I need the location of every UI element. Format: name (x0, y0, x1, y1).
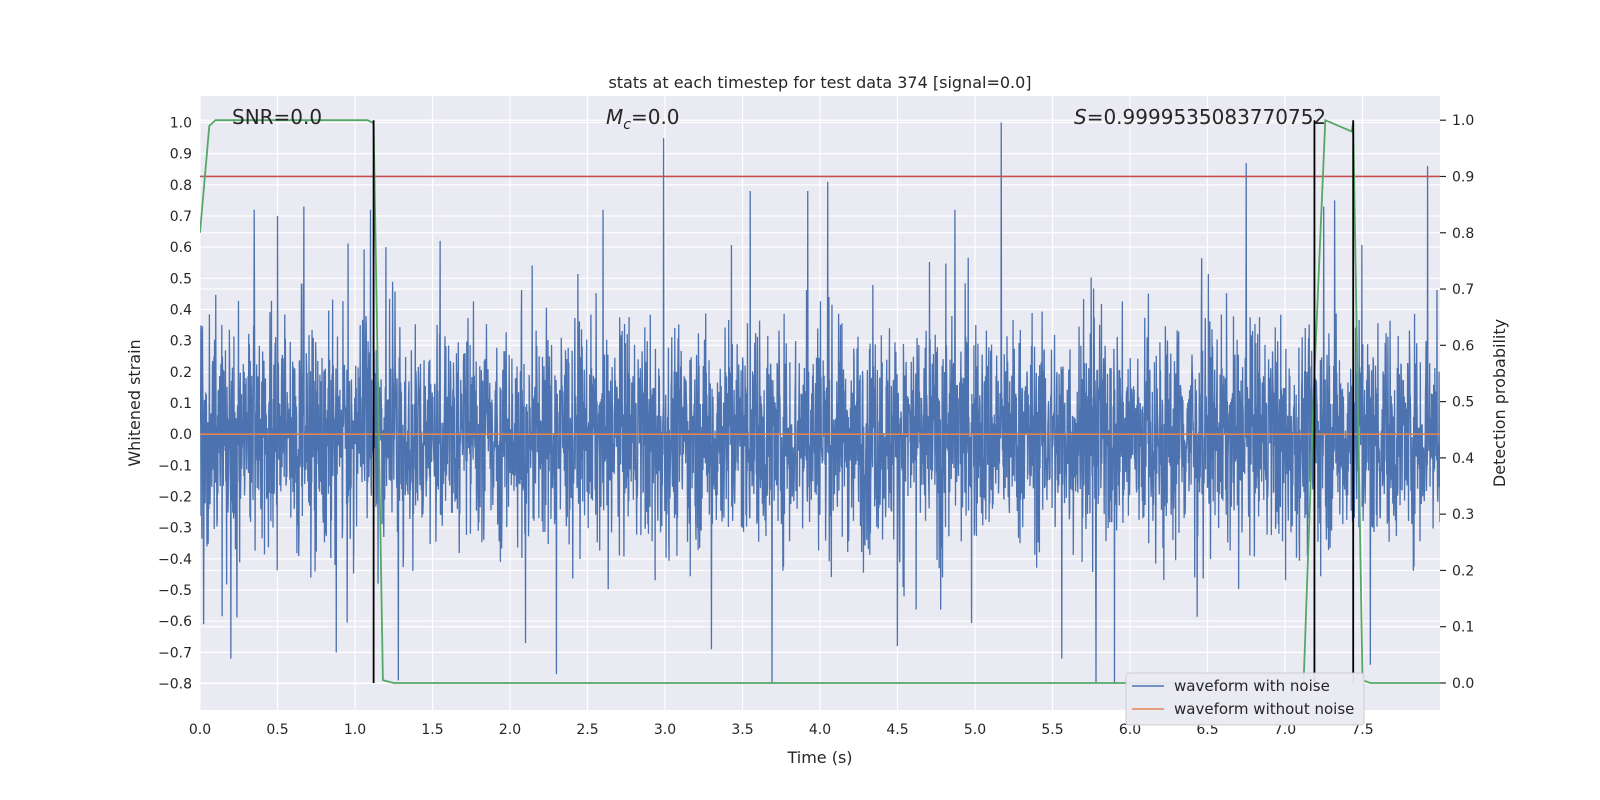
y-left-tick-label: 0.2 (170, 365, 192, 381)
y-left-tick-label: −0.7 (158, 645, 192, 661)
y-left-tick-label: −0.6 (158, 614, 192, 630)
y-right-tick-label: 0.6 (1452, 338, 1474, 354)
y-left-tick-label: 0.1 (170, 396, 192, 412)
chirp-mass-value: =0.0 (631, 105, 680, 129)
x-tick-label: 4.5 (886, 722, 908, 738)
x-tick-label: 7.0 (1274, 722, 1296, 738)
y-left-tick-label: −0.2 (158, 490, 192, 506)
y-left-tick-label: −0.8 (158, 677, 192, 693)
legend: waveform with noise waveform without noi… (1125, 672, 1365, 726)
y-right-tick-label: 0.2 (1452, 563, 1474, 579)
y-left-tick-label: 0.4 (170, 302, 192, 318)
y-right-tick-label: 1.0 (1452, 113, 1474, 129)
chirp-mass-symbol: M (606, 105, 623, 129)
y-left-tick-label: 1.0 (170, 115, 192, 131)
y-axis-right-ticks: 1.0 0.9 0.8 0.7 0.6 0.5 0.4 0.3 0.2 0.1 0.0 (1440, 113, 1474, 692)
x-tick-label: 3.0 (654, 722, 676, 738)
score-annotation: S=0.9999535083770752 (1074, 105, 1326, 129)
x-tick-label: 0.5 (266, 722, 288, 738)
y-left-tick-label: 0.8 (170, 178, 192, 194)
detection-markers (372, 120, 1355, 683)
y-left-tick-label: −0.5 (158, 583, 192, 599)
y-left-tick-label: −0.3 (158, 521, 192, 537)
legend-box (1125, 672, 1365, 726)
x-tick-label: 3.5 (731, 722, 753, 738)
snr-annotation: SNR=0.0 (232, 105, 322, 129)
y-left-tick-label: 0.0 (170, 427, 192, 443)
x-tick-label: 4.0 (809, 722, 831, 738)
series-detection-probability (200, 118, 1440, 684)
chart-title: stats at each timestep for test data 374… (608, 73, 1031, 92)
x-tick-label: 5.0 (964, 722, 986, 738)
series-waveform-with-noise (200, 122, 1440, 684)
x-axis-ticks: 0.0 0.5 1.0 1.5 2.0 2.5 3.0 3.5 4.0 4.5 5.0 5.5 6.0 6… (189, 722, 1374, 738)
y-right-tick-label: 0.0 (1452, 676, 1474, 692)
y-left-tick-label: 0.9 (170, 147, 192, 163)
y-right-tick-label: 0.9 (1452, 169, 1474, 185)
y-right-tick-label: 0.1 (1452, 620, 1474, 636)
chirp-mass-subscript: c (623, 117, 631, 133)
x-tick-label: 0.0 (189, 722, 211, 738)
y-left-tick-label: 0.7 (170, 209, 192, 225)
score-value: =0.9999535083770752 (1087, 105, 1326, 129)
x-axis-label: Time (s) (786, 748, 852, 767)
legend-entry-clean: waveform without noise (1174, 700, 1354, 718)
y-right-tick-label: 0.8 (1452, 226, 1474, 242)
y-left-tick-label: 0.3 (170, 334, 192, 350)
y-right-tick-label: 0.5 (1452, 395, 1474, 411)
chirp-mass-annotation: Mc=0.0 (606, 105, 680, 133)
legend-entry-noise: waveform with noise (1174, 677, 1330, 695)
x-tick-label: 2.0 (499, 722, 521, 738)
score-symbol: S (1074, 105, 1087, 129)
x-tick-label: 1.5 (421, 722, 443, 738)
y-right-tick-label: 0.7 (1452, 282, 1474, 298)
x-tick-label: 6.5 (1196, 722, 1218, 738)
y-left-tick-label: 0.6 (170, 240, 192, 256)
y-right-tick-label: 0.3 (1452, 507, 1474, 523)
y-left-tick-label: −0.1 (158, 458, 192, 474)
y-right-tick-label: 0.4 (1452, 451, 1474, 467)
x-tick-label: 1.0 (344, 722, 366, 738)
x-tick-label: 2.5 (576, 722, 598, 738)
y-left-tick-label: −0.4 (158, 552, 192, 568)
y-left-tick-label: 0.5 (170, 271, 192, 287)
y-axis-right-label: Detection probability (1490, 319, 1509, 487)
x-tick-label: 6.0 (1119, 722, 1141, 738)
y-axis-left-label: Whitened strain (125, 339, 144, 466)
x-tick-label: 5.5 (1041, 722, 1063, 738)
x-tick-label: 7.5 (1351, 722, 1373, 738)
y-axis-left-ticks: 1.0 0.9 0.8 0.7 0.6 0.5 0.4 0.3 0.2 0.1 0.0 −0.1 −0.… (158, 115, 192, 692)
